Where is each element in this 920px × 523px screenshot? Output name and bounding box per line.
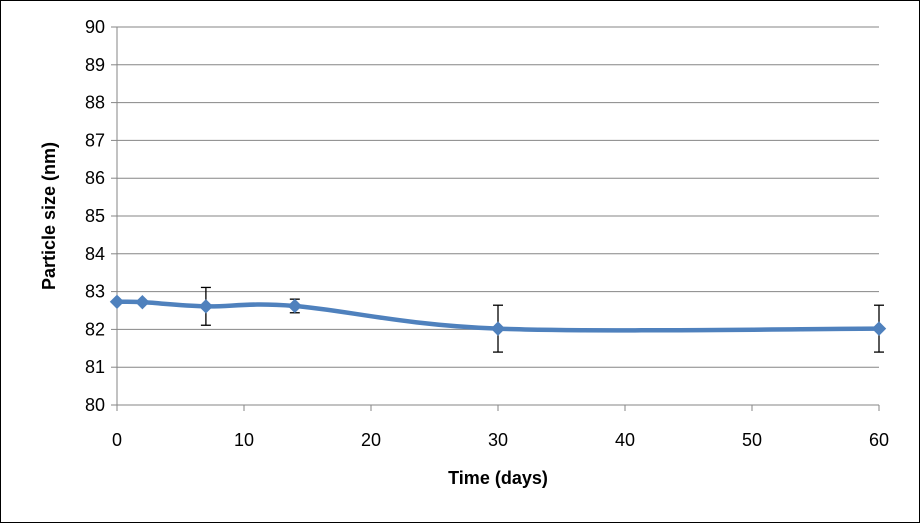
axes [111,26,880,411]
y-tick-label-81: 81 [85,357,105,377]
y-tick-label-85: 85 [85,206,105,226]
y-tick-label-90: 90 [85,17,105,37]
y-tick-label-88: 88 [85,93,105,113]
data-point-5 [871,321,887,336]
data-point-3 [287,298,303,314]
x-axis-title: Time (days) [448,468,548,488]
x-tick-label-10: 10 [234,430,254,450]
y-tick-label-83: 83 [85,282,105,302]
y-tick-label-89: 89 [85,55,105,75]
data-point-1 [135,294,150,310]
x-tick-label-60: 60 [869,430,889,450]
y-axis-title: Particle size (nm) [39,142,59,290]
error-bars [200,286,884,353]
y-tick-label-86: 86 [85,168,105,188]
data-markers [109,294,887,336]
x-tick-label-40: 40 [615,430,635,450]
x-tick-label-30: 30 [488,430,508,450]
y-tick-label-80: 80 [85,395,105,415]
tick-labels: 80 81 82 83 84 85 86 87 88 89 90 0 10 20 30 40 50 60 [85,17,889,450]
data-point-4 [490,321,506,336]
data-point-2 [198,299,214,314]
grid-lines [117,26,879,368]
y-tick-label-84: 84 [85,244,105,264]
x-tick-label-0: 0 [112,430,122,450]
x-tick-label-50: 50 [742,430,762,450]
x-tick-label-20: 20 [361,430,381,450]
y-tick-label-87: 87 [85,130,105,150]
y-tick-label-82: 82 [85,319,105,339]
data-point-0 [109,294,125,310]
